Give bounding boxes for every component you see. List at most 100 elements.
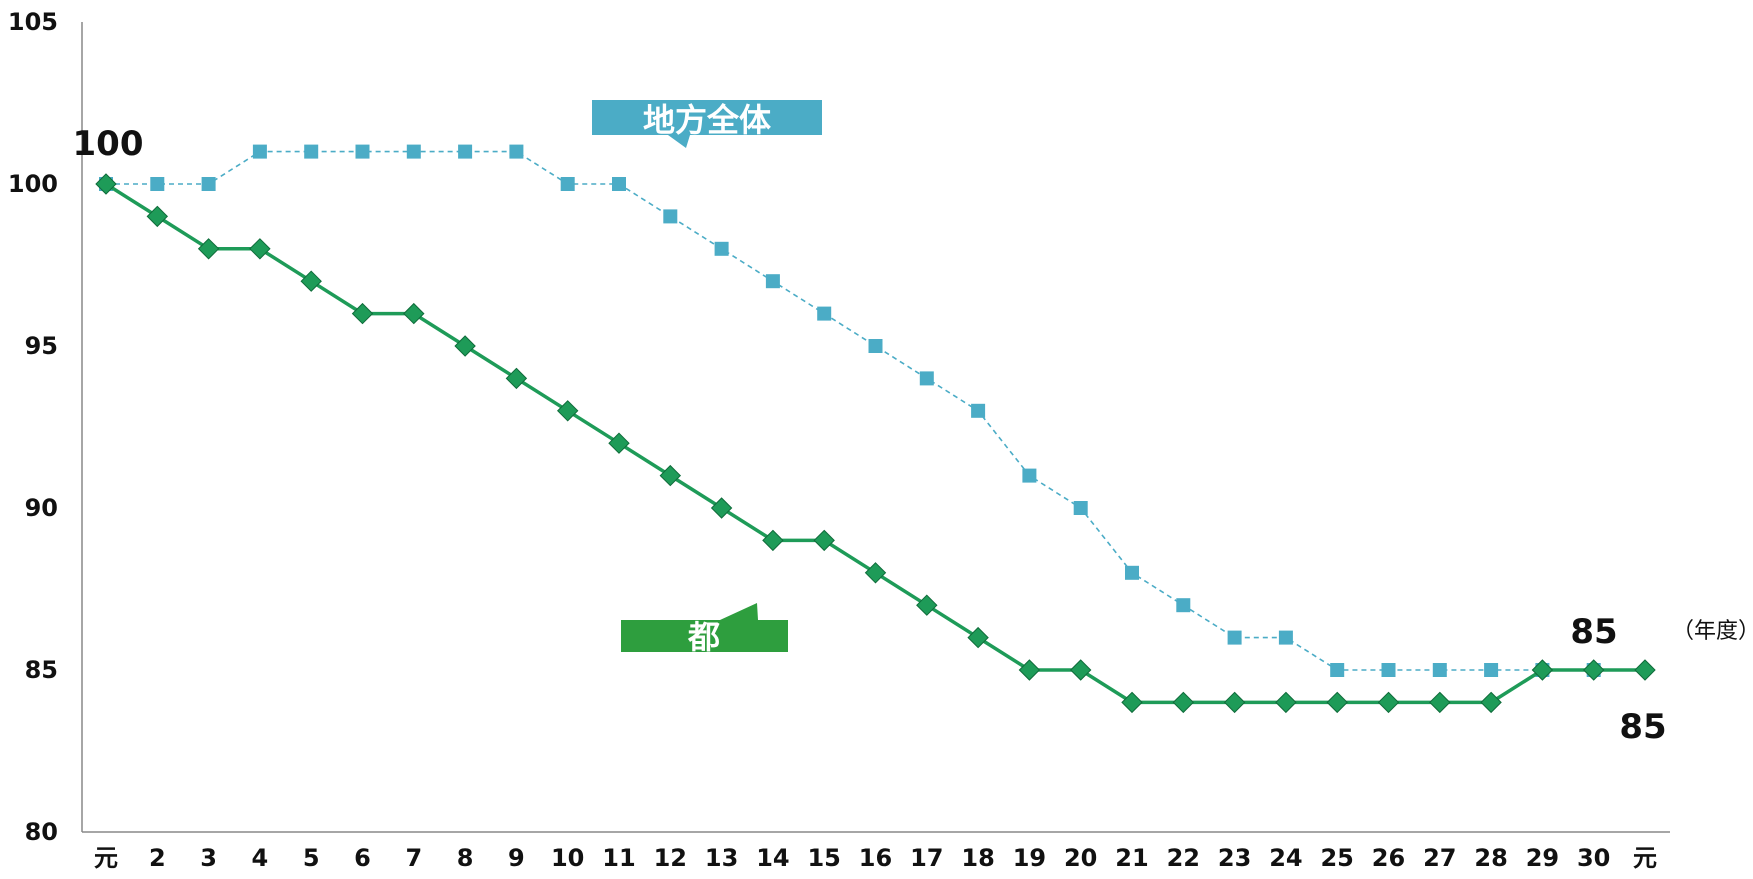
x-tick-label: 17 [910,844,943,872]
data-point-square [663,209,678,224]
data-point-diamond [146,205,169,228]
data-point-diamond [608,432,630,454]
data-point-square [252,144,267,159]
data-point-square [406,144,421,159]
data-point-diamond [813,529,835,552]
data-point-diamond [505,367,528,390]
data-point-square [1484,663,1499,677]
data-point-diamond [762,529,784,552]
data-point-diamond [1018,659,1041,681]
x-tick-label: 30 [1577,844,1610,872]
data-point-square [1381,663,1396,677]
data-point-square [817,306,832,321]
y-tick-label: 95 [25,332,58,360]
data-point-diamond [95,173,117,195]
x-tick-label: 15 [807,844,840,872]
x-tick-label: 13 [705,844,738,872]
data-point-diamond [659,464,682,487]
data-point-square [201,177,216,191]
data-point-square [509,144,524,159]
x-tick-label: 18 [961,844,994,872]
data-point-square [868,339,883,353]
x-tick-label: 9 [508,844,525,872]
x-tick-label: 23 [1218,844,1251,872]
data-point-diamond [864,562,887,584]
x-tick-label: 6 [354,844,371,872]
x-tick-label: 2 [149,844,166,872]
data-point-diamond [1582,659,1605,681]
data-point-square [612,177,626,191]
data-point-diamond [916,594,938,616]
data-point-square [1073,501,1088,515]
x-tick-label: 3 [200,844,217,872]
y-tick-label: 80 [25,818,58,846]
data-point-diamond [1326,691,1348,714]
data-point-square [150,177,165,191]
data-point-diamond [249,238,271,260]
data-point-diamond [1275,691,1297,714]
data-point-diamond [351,302,374,325]
series-tokyo [95,173,1656,714]
data-point-diamond [967,626,989,649]
data-point-square [1125,565,1139,580]
x-tick-label: 元 [1633,844,1657,872]
x-tick-label: 22 [1167,844,1200,872]
data-point-diamond [403,302,425,325]
data-point-square [304,144,319,159]
series [95,144,1656,714]
data-point-diamond [1377,691,1400,714]
callout-tokyo: 都 [621,603,788,656]
data-point-diamond [1121,691,1143,714]
data-point-square [355,144,370,159]
data-point-diamond [454,335,476,357]
data-point-square [458,144,473,159]
data-point-square [1432,663,1447,677]
data-point-diamond [1531,659,1554,681]
data-point-square [1227,630,1242,645]
data-point-square [560,177,575,191]
data-point-square [1330,663,1345,677]
callout-local: 地方全体 [592,100,822,148]
series-line [105,182,1645,705]
y-tick-label: 85 [25,656,58,684]
x-tick-label: 19 [1013,844,1046,872]
callout-tokyo-box [621,603,788,652]
x-tick-label: 20 [1064,844,1097,872]
callout-local-box [592,100,822,148]
data-point-diamond [197,238,220,260]
data-point-square [971,403,986,418]
data-point-diamond [300,270,322,292]
y-tick-labels: 80 85 90 95 100 105 [8,8,58,846]
x-tick-labels: 元 2 3 4 5 6 7 8 9 10 11 12 13 14 15 16 17 18 19 20 21 22 23 24 2… [94,844,1657,872]
x-axis-unit-label: （年度） [1672,619,1753,644]
x-tick-label: 29 [1526,844,1559,872]
x-tick-label: 28 [1474,844,1507,872]
x-tick-label: 16 [859,844,892,872]
data-point-diamond [1429,691,1451,714]
data-point-diamond [1172,691,1195,714]
x-tick-label: 7 [405,844,422,872]
y-tick-label: 100 [8,170,58,198]
data-point-diamond [1480,691,1502,714]
series-line [106,150,1594,671]
data-point-square [1022,468,1037,483]
data-point-square [919,371,934,386]
x-tick-label: 10 [551,844,584,872]
x-tick-label: 11 [602,844,635,872]
end-value-label-tokyo: 85 [1619,707,1666,747]
x-tick-label: 14 [756,844,789,872]
x-tick-label: 5 [303,844,320,872]
x-tick-label: 24 [1269,844,1302,872]
data-point-diamond [1223,691,1246,714]
x-tick-label: 8 [457,844,474,872]
start-value-label: 100 [73,124,144,164]
x-tick-label: 12 [654,844,687,872]
data-point-diamond [1634,659,1656,681]
x-tick-label: 25 [1320,844,1353,872]
x-tick-label: 26 [1372,844,1405,872]
data-point-diamond [710,497,733,519]
data-point-diamond [1069,659,1092,681]
end-value-label-local: 85 [1570,612,1617,652]
data-point-square [1278,630,1293,645]
